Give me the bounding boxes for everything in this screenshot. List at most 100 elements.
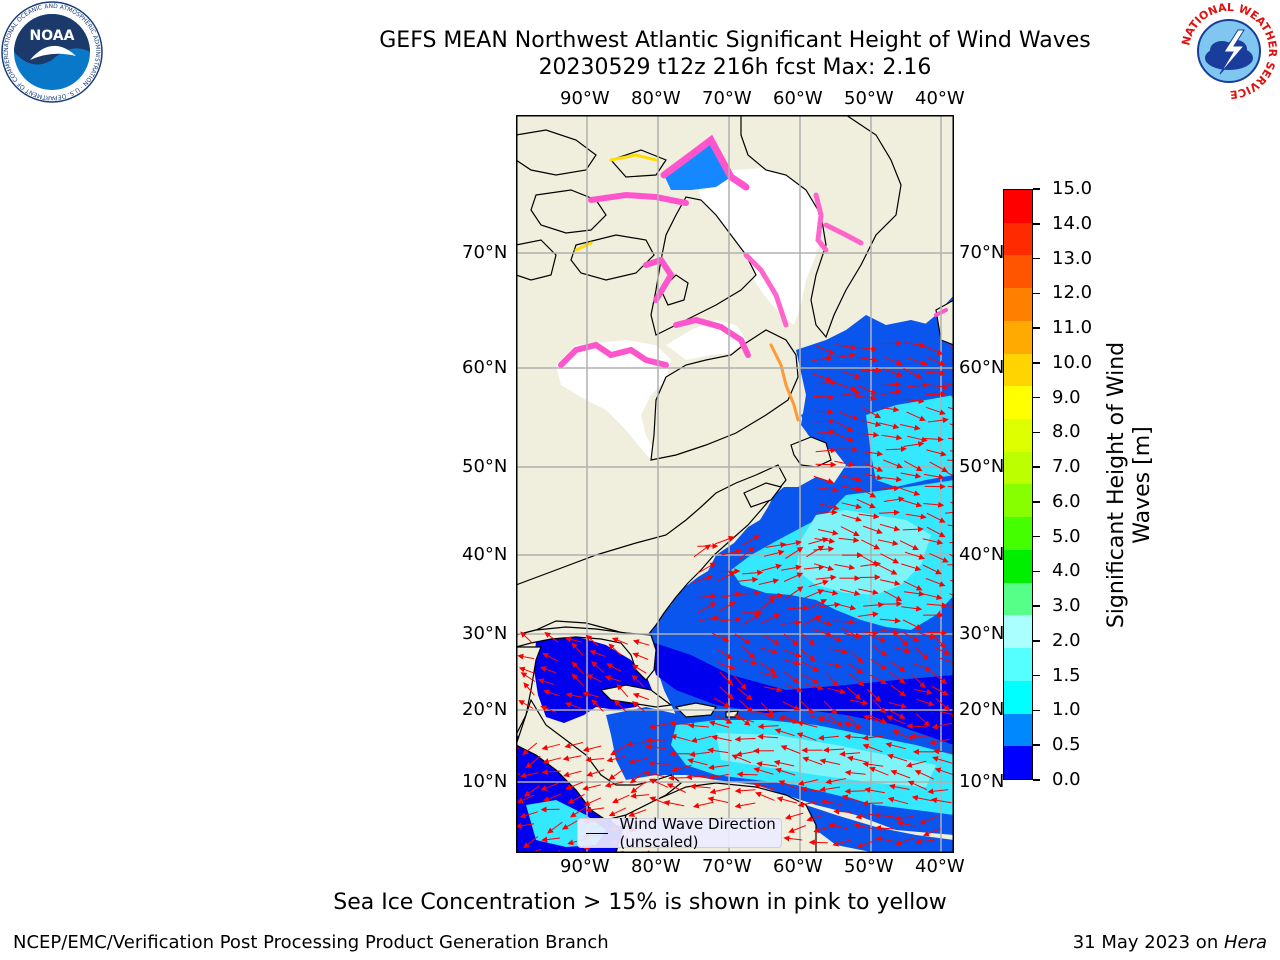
wave-direction-arrow bbox=[857, 611, 879, 618]
wave-direction-arrow bbox=[841, 502, 862, 510]
wave-direction-arrow bbox=[931, 671, 947, 685]
wave-direction-arrow bbox=[915, 713, 931, 727]
lat-label-left-60n: 60°N bbox=[462, 357, 508, 378]
wave-direction-arrow bbox=[800, 786, 822, 793]
wave-direction-arrow bbox=[914, 688, 933, 695]
wave-direction-arrow bbox=[692, 801, 714, 809]
wave-direction-arrow bbox=[883, 590, 903, 602]
lat-label-left-70n: 70°N bbox=[462, 242, 508, 263]
colorbar-tick-label: 1.5 bbox=[1052, 664, 1081, 686]
wave-direction-arrow bbox=[628, 757, 648, 765]
wave-direction-arrow bbox=[540, 705, 557, 713]
wave-direction-arrow bbox=[879, 579, 901, 586]
wave-direction-arrow bbox=[582, 784, 601, 791]
colorbar-segment bbox=[1004, 582, 1032, 616]
chart-title-line2: 20230529 t12z 216h fcst Max: 2.16 bbox=[538, 55, 932, 80]
wave-direction-arrow bbox=[857, 486, 877, 498]
wave-direction-arrow bbox=[860, 561, 882, 568]
wave-direction-arrow bbox=[902, 619, 922, 630]
wave-direction-arrow bbox=[906, 411, 926, 421]
wave-direction-arrow bbox=[782, 658, 801, 666]
wave-direction-arrow bbox=[869, 715, 888, 724]
wave-direction-arrow bbox=[611, 637, 628, 645]
wave-direction-arrow bbox=[763, 592, 784, 599]
wave-direction-arrow bbox=[914, 770, 935, 780]
wave-direction-arrow bbox=[947, 406, 954, 410]
hudson-bay bbox=[556, 340, 671, 460]
colorbar-segment bbox=[1004, 451, 1032, 485]
wave-direction-arrow bbox=[582, 691, 599, 698]
wave-direction-arrow bbox=[841, 485, 862, 493]
wave-direction-arrow bbox=[806, 814, 825, 822]
wave-direction-arrow bbox=[822, 662, 842, 669]
wave-direction-arrow bbox=[939, 710, 954, 718]
wave-direction-arrow bbox=[880, 381, 902, 388]
colorbar-segment bbox=[1004, 190, 1032, 223]
colorbar-segment bbox=[1004, 648, 1032, 681]
wave-direction-arrow bbox=[839, 411, 859, 421]
wave-direction-arrow bbox=[862, 407, 882, 419]
lon-label-bottom-80w: 80°W bbox=[631, 856, 681, 877]
lat-label-right-30n: 30°N bbox=[959, 623, 1005, 644]
wave-direction-arrow bbox=[947, 485, 954, 488]
wave-direction-arrow bbox=[540, 782, 559, 791]
wave-direction-arrow bbox=[862, 525, 883, 535]
colorbar-tick-label: 14.0 bbox=[1052, 212, 1093, 234]
wave-direction-arrow bbox=[947, 564, 954, 566]
wave-direction-arrow bbox=[542, 757, 562, 765]
wave-direction-arrow bbox=[907, 780, 928, 791]
wave-direction-arrow bbox=[904, 551, 926, 560]
wave-direction-arrow bbox=[811, 628, 833, 637]
wave-direction-arrow bbox=[604, 675, 621, 682]
wave-direction-arrow bbox=[670, 734, 691, 742]
wave-direction-arrow bbox=[666, 783, 687, 793]
wave-direction-arrow bbox=[914, 646, 929, 660]
wave-direction-arrow bbox=[763, 549, 785, 557]
wave-direction-arrow bbox=[783, 649, 802, 658]
wave-direction-arrow bbox=[715, 714, 733, 724]
wave-direction-arrow bbox=[518, 666, 535, 674]
wave-direction-arrow bbox=[541, 743, 561, 751]
colorbar-tick-label: 13.0 bbox=[1052, 247, 1093, 269]
wave-direction-arrow bbox=[818, 734, 839, 741]
wave-direction-arrow bbox=[862, 472, 883, 481]
wave-direction-arrow bbox=[913, 663, 932, 672]
wave-direction-arrow bbox=[547, 821, 563, 834]
wave-direction-arrow bbox=[739, 590, 761, 597]
wave-direction-arrow bbox=[586, 674, 602, 683]
lon-label-bottom-90w: 90°W bbox=[560, 856, 610, 877]
colorbar-tick-label: 7.0 bbox=[1052, 456, 1081, 478]
wave-direction-arrow bbox=[881, 389, 903, 395]
wave-direction-arrow bbox=[711, 734, 732, 742]
wave-direction-arrow bbox=[887, 753, 908, 762]
wave-direction-arrow bbox=[929, 461, 949, 473]
colorbar-segment bbox=[1004, 713, 1032, 747]
wave-direction-arrow bbox=[907, 382, 929, 389]
wave-direction-arrow bbox=[926, 602, 948, 609]
wave-direction-arrow bbox=[874, 812, 894, 819]
map-frame bbox=[516, 115, 954, 853]
wave-direction-arrow bbox=[773, 759, 795, 767]
wave-direction-arrow bbox=[843, 632, 863, 640]
wave-direction-arrow bbox=[523, 682, 535, 696]
wave-direction-arrow bbox=[776, 796, 798, 804]
wave-direction-arrow bbox=[585, 756, 605, 763]
colorbar-segment bbox=[1004, 615, 1032, 649]
wave-direction-arrow bbox=[716, 648, 733, 660]
wave-direction-arrow bbox=[804, 589, 825, 599]
wave-direction-arrow bbox=[544, 632, 559, 643]
wave-direction-arrow bbox=[869, 766, 889, 776]
wave-direction-arrow bbox=[738, 699, 754, 713]
wave-direction-arrow bbox=[929, 553, 949, 563]
wave-direction-arrow bbox=[787, 605, 809, 611]
wave-direction-arrow bbox=[616, 683, 629, 698]
wave-direction-arrow bbox=[881, 476, 903, 483]
wave-direction-arrow bbox=[813, 418, 835, 425]
wave-direction-arrow bbox=[872, 699, 886, 714]
wave-direction-arrow bbox=[755, 791, 775, 801]
colorbar-segment bbox=[1004, 746, 1032, 779]
wave-direction-arrow bbox=[894, 837, 913, 846]
wave-direction-arrow bbox=[883, 356, 903, 366]
colorbar-tick-mark bbox=[1033, 327, 1040, 329]
wave-direction-arrow bbox=[806, 545, 825, 558]
